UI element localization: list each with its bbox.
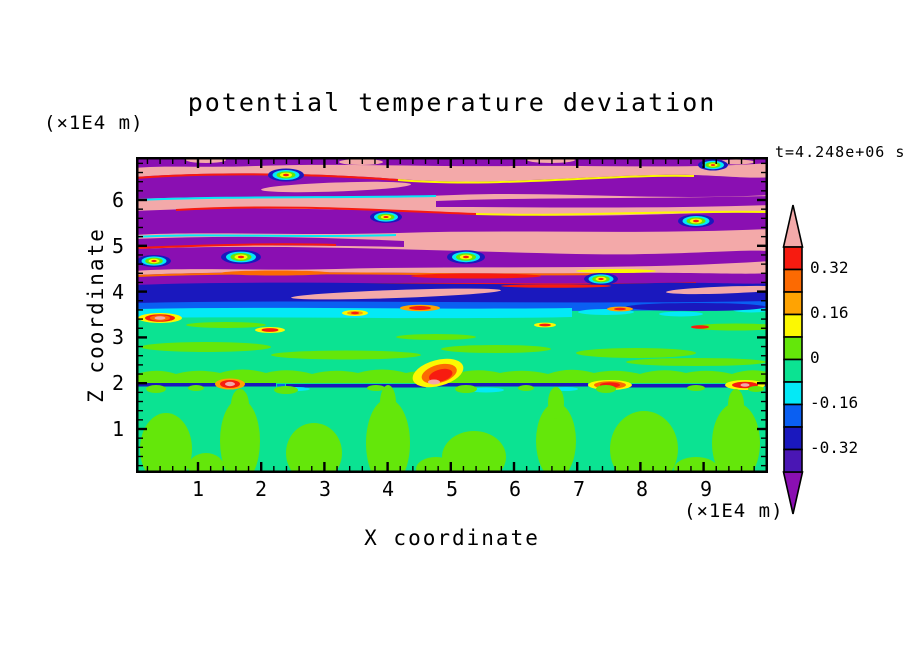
x-tick-label: 1 [191, 477, 205, 501]
z-tick-label: 3 [111, 325, 124, 349]
colorbar-label: -0.32 [810, 438, 859, 457]
x-tick-label: 6 [508, 477, 522, 501]
colorbar-label: 0.16 [810, 303, 849, 322]
contour-plot-area [136, 157, 768, 473]
contour-field [136, 157, 768, 473]
x-tick-label: 9 [699, 477, 713, 501]
z-axis-unit-label: (×1E4 m) [44, 112, 144, 134]
x-axis-unit-label: (×1E4 m) [684, 500, 784, 522]
colorbar-label: -0.16 [810, 393, 859, 412]
eddy-swirls [137, 159, 728, 285]
colorbar-arrow-below-min [782, 471, 804, 515]
x-tick-label: 5 [445, 477, 459, 501]
x-tick-label: 4 [381, 477, 395, 501]
plot-title: potential temperature deviation [187, 88, 717, 117]
x-tick-label: 8 [635, 477, 649, 501]
warm-lenses [138, 304, 709, 333]
z-tick-label: 2 [111, 371, 124, 395]
colorbar-label: 0 [810, 348, 820, 367]
colorbar-arrow-above-max [782, 204, 804, 248]
colorbar [782, 204, 804, 515]
z-tick-label: 1 [111, 417, 124, 441]
warm-streaks [221, 269, 656, 279]
colorbar-cells [783, 246, 803, 473]
x-tick-label: 3 [318, 477, 332, 501]
time-stamp-label: t=4.248e+06 s [775, 143, 904, 161]
z-tick-label: 6 [111, 188, 124, 212]
x-axis-title: X coordinate [364, 526, 540, 550]
z-tick-label: 5 [111, 234, 124, 258]
x-tick-label: 2 [254, 477, 268, 501]
z-tick-label: 4 [111, 280, 124, 304]
axes-frame [136, 157, 768, 473]
convective-thermals [140, 385, 764, 473]
colorbar-label: 0.32 [810, 258, 849, 277]
x-tick-label: 7 [572, 477, 586, 501]
chartreuse-patches [141, 322, 768, 366]
